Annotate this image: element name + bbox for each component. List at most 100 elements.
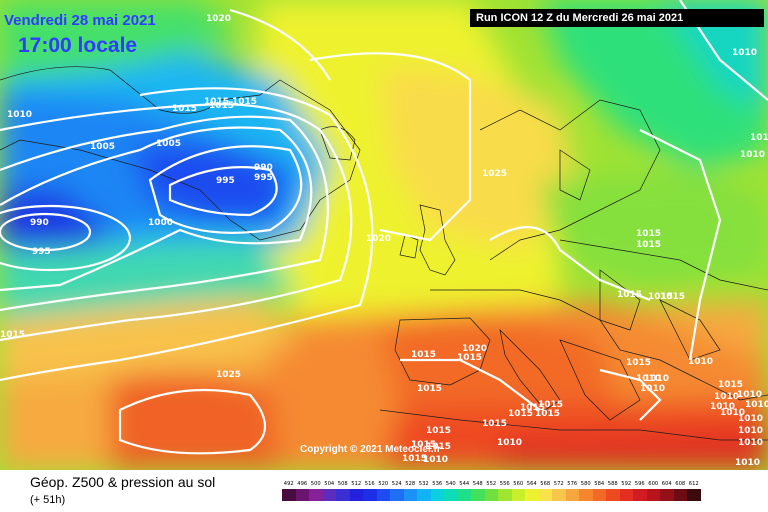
legend-color-box <box>592 489 606 501</box>
isobar-label: 1015 <box>209 101 235 111</box>
color-legend: 492 496 500 504 508 512 516 520 524 528 532 536 540 5… <box>282 480 701 501</box>
isobar-label: 990 <box>30 218 49 228</box>
legend-color-box <box>282 489 296 501</box>
legend-color-box <box>309 489 323 501</box>
legend-color-box <box>390 489 404 501</box>
legend-swatch: 548 <box>471 480 485 501</box>
forecast-date: Vendredi 28 mai 2021 <box>4 12 156 29</box>
legend-value-label: 548 <box>472 481 483 487</box>
isobar-label: 1010 <box>735 458 761 468</box>
legend-value-label: 564 <box>526 481 537 487</box>
isobar-label: 1025 <box>482 169 508 179</box>
map-canvas <box>0 0 768 470</box>
isobar-label: 995 <box>32 247 51 257</box>
legend-swatch: 584 <box>592 480 606 501</box>
map-caption-subtitle: (+ 51h) <box>30 494 66 506</box>
legend-color-box <box>376 489 390 501</box>
legend-color-box <box>363 489 377 501</box>
isobar-label: 1015 <box>411 350 437 360</box>
legend-value-label: 512 <box>351 481 362 487</box>
isobar-label: 1010 <box>640 384 666 394</box>
legend-color-box <box>579 489 593 501</box>
legend-color-box <box>498 489 512 501</box>
legend-swatch: 600 <box>646 480 660 501</box>
isobar-label: 1010 <box>710 402 736 412</box>
legend-color-box <box>565 489 579 501</box>
legend-color-box <box>417 489 431 501</box>
legend-swatch: 580 <box>579 480 593 501</box>
isobar-label: 1015 <box>538 400 564 410</box>
isobar-label: 1010 <box>720 408 746 418</box>
legend-swatch: 552 <box>484 480 498 501</box>
isobar-label: 1000 <box>148 218 174 228</box>
forecast-time: 17:00 locale <box>18 34 138 57</box>
isobar-label: 1015 <box>508 409 534 419</box>
isobar-label: 1010 <box>688 357 714 367</box>
legend-swatch: 592 <box>619 480 633 501</box>
isobar-label: 1015 <box>535 409 561 419</box>
legend-swatch: 516 <box>363 480 377 501</box>
legend-swatch: 520 <box>376 480 390 501</box>
isobar-label: 1015 <box>718 380 744 390</box>
legend-color-box <box>687 489 701 501</box>
isobar-label: 1015 <box>402 454 428 464</box>
isobar-label: 1010 <box>423 455 449 465</box>
legend-color-box <box>525 489 539 501</box>
isobar-label: 995 <box>216 176 235 186</box>
isobar-label: 1015 <box>648 292 674 302</box>
isobar-label: 1005 <box>156 139 182 149</box>
isobar-label: 1010 <box>737 390 763 400</box>
legend-swatch: 576 <box>565 480 579 501</box>
legend-swatch: 596 <box>633 480 647 501</box>
legend-value-label: 584 <box>594 481 605 487</box>
isobar-label: 1025 <box>216 370 242 380</box>
z500-field <box>0 0 768 470</box>
legend-color-box <box>457 489 471 501</box>
legend-value-label: 504 <box>324 481 335 487</box>
legend-color-box <box>336 489 350 501</box>
legend-swatch: 504 <box>322 480 336 501</box>
isobar-label: 1010 <box>738 414 764 424</box>
legend-value-label: 588 <box>607 481 618 487</box>
isobar-label: 1020 <box>366 234 392 244</box>
legend-value-label: 560 <box>513 481 524 487</box>
legend-swatch: 560 <box>511 480 525 501</box>
legend-swatch: 568 <box>538 480 552 501</box>
legend-value-label: 524 <box>391 481 402 487</box>
isobar-label: 1015 <box>636 229 662 239</box>
isobars <box>0 0 768 455</box>
model-run-label: Run ICON 12 Z du Mercredi 26 mai 2021 <box>470 9 764 27</box>
isobar-label: 1005 <box>90 142 116 152</box>
isobar-label: 1015 <box>660 292 686 302</box>
weather-map <box>0 0 768 470</box>
legend-color-box <box>538 489 552 501</box>
legend-color-box <box>444 489 458 501</box>
legend-swatch: 588 <box>606 480 620 501</box>
legend-swatch: 540 <box>444 480 458 501</box>
legend-value-label: 540 <box>445 481 456 487</box>
legend-color-box <box>403 489 417 501</box>
legend-value-label: 592 <box>621 481 632 487</box>
legend-value-label: 608 <box>675 481 686 487</box>
copyright-notice: Copyright © 2021 Meteociel.fr <box>300 444 441 455</box>
isobar-label: 1015 <box>204 97 230 107</box>
isobar-label: 1015 <box>172 104 198 114</box>
legend-color-box <box>430 489 444 501</box>
isobar-label: 1015 <box>636 240 662 250</box>
legend-swatch: 556 <box>498 480 512 501</box>
isobar-label: 1015 <box>417 384 443 394</box>
legend-swatch: 500 <box>309 480 323 501</box>
isobar-label: 1010 <box>644 374 670 384</box>
legend-value-label: 604 <box>661 481 672 487</box>
legend-swatch: 564 <box>525 480 539 501</box>
isobar-label: 1010 <box>636 374 662 384</box>
legend-value-label: 532 <box>418 481 429 487</box>
legend-swatch: 528 <box>403 480 417 501</box>
legend-value-label: 556 <box>499 481 510 487</box>
isobar-label: 1015 <box>426 442 452 452</box>
isobar-label: 1020 <box>462 344 488 354</box>
legend-color-box <box>471 489 485 501</box>
isobar-label: 1020 <box>206 14 232 24</box>
legend-value-label: 528 <box>405 481 416 487</box>
isobar-label: 1010 <box>732 48 758 58</box>
